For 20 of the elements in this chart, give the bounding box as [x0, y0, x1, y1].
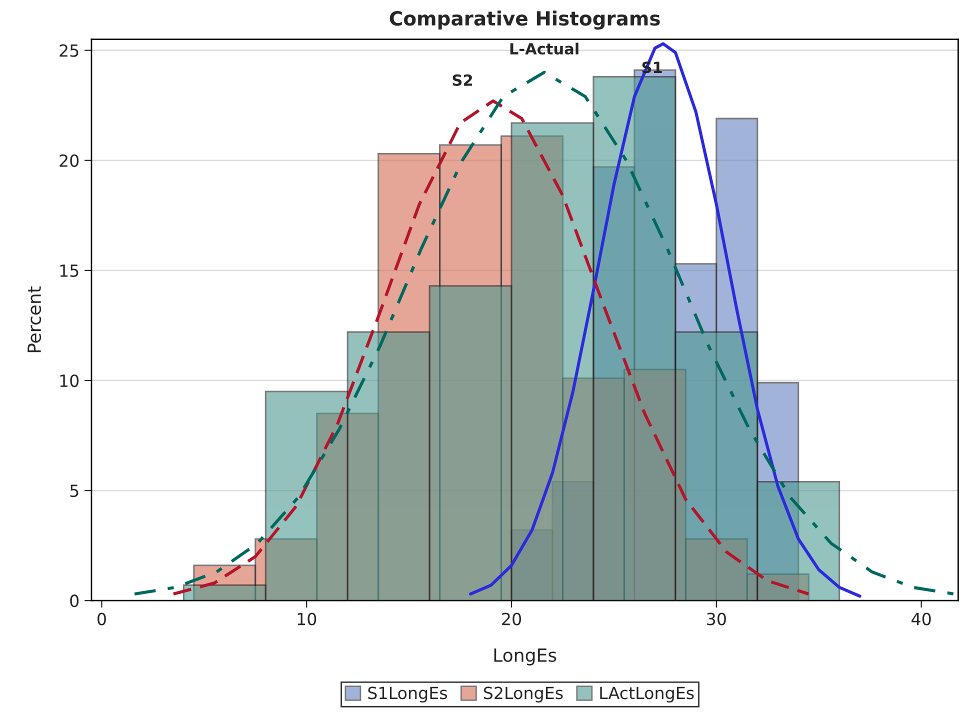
y-tick-label: 10 [60, 374, 79, 388]
legend-label: S1LongEs [368, 686, 448, 702]
legend-label: S2LongEs [484, 686, 563, 702]
x-tick-label: 30 [707, 612, 726, 626]
annotation: S2 [452, 74, 472, 86]
x-axis-title: LongEs [494, 648, 556, 666]
x-tick-label: 0 [98, 612, 106, 626]
y-axis-title: Percent [28, 286, 42, 352]
x-tick-label: 40 [912, 612, 931, 626]
y-tick-label: 15 [60, 264, 78, 278]
legend-label: LActLongEs [600, 686, 694, 702]
x-tick-label: 20 [502, 612, 522, 626]
y-tick-label: 5 [70, 484, 78, 498]
chart-title: Comparative Histograms [390, 10, 660, 30]
line-series [172, 99, 810, 596]
annotation: L-Actual [510, 42, 578, 55]
y-tick-label: 25 [60, 44, 78, 57]
y-tick-label: 0 [70, 594, 79, 608]
x-tick-label: 10 [298, 612, 316, 626]
y-tick-label: 20 [60, 154, 79, 167]
